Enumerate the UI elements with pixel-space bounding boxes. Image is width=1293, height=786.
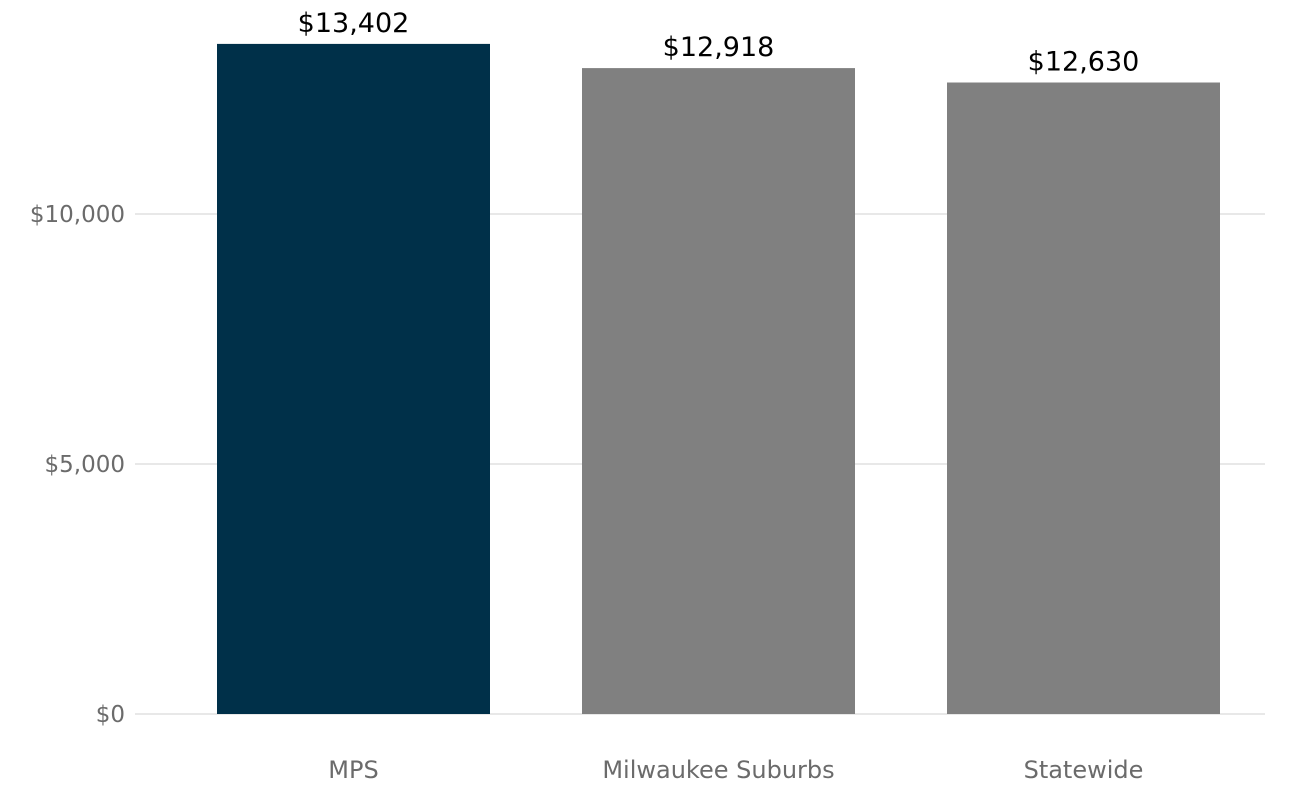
x-axis-tick-labels: MPS Milwaukee Suburbs Statewide	[328, 756, 1144, 784]
bar-mps	[217, 43, 490, 714]
y-tick-label: $0	[96, 702, 125, 728]
y-axis-tick-labels: $0 $5,000 $10,000	[30, 202, 125, 728]
bar-value-label: $12,630	[1028, 47, 1140, 78]
x-tick-label: Statewide	[1024, 756, 1144, 782]
x-tick-label: MPS	[328, 756, 378, 782]
x-tick-label: Milwaukee Suburbs	[602, 756, 834, 782]
bar-value-labels: $13,402 $12,918 $12,630	[298, 8, 1140, 78]
bars	[217, 43, 1220, 715]
y-tick-label: $10,000	[30, 202, 125, 228]
bar-value-label: $13,402	[298, 8, 410, 39]
bar-milwaukee-suburbs	[582, 68, 855, 715]
bar-statewide	[947, 82, 1220, 714]
bar-value-label: $12,918	[663, 32, 775, 63]
y-tick-label: $5,000	[45, 452, 125, 478]
